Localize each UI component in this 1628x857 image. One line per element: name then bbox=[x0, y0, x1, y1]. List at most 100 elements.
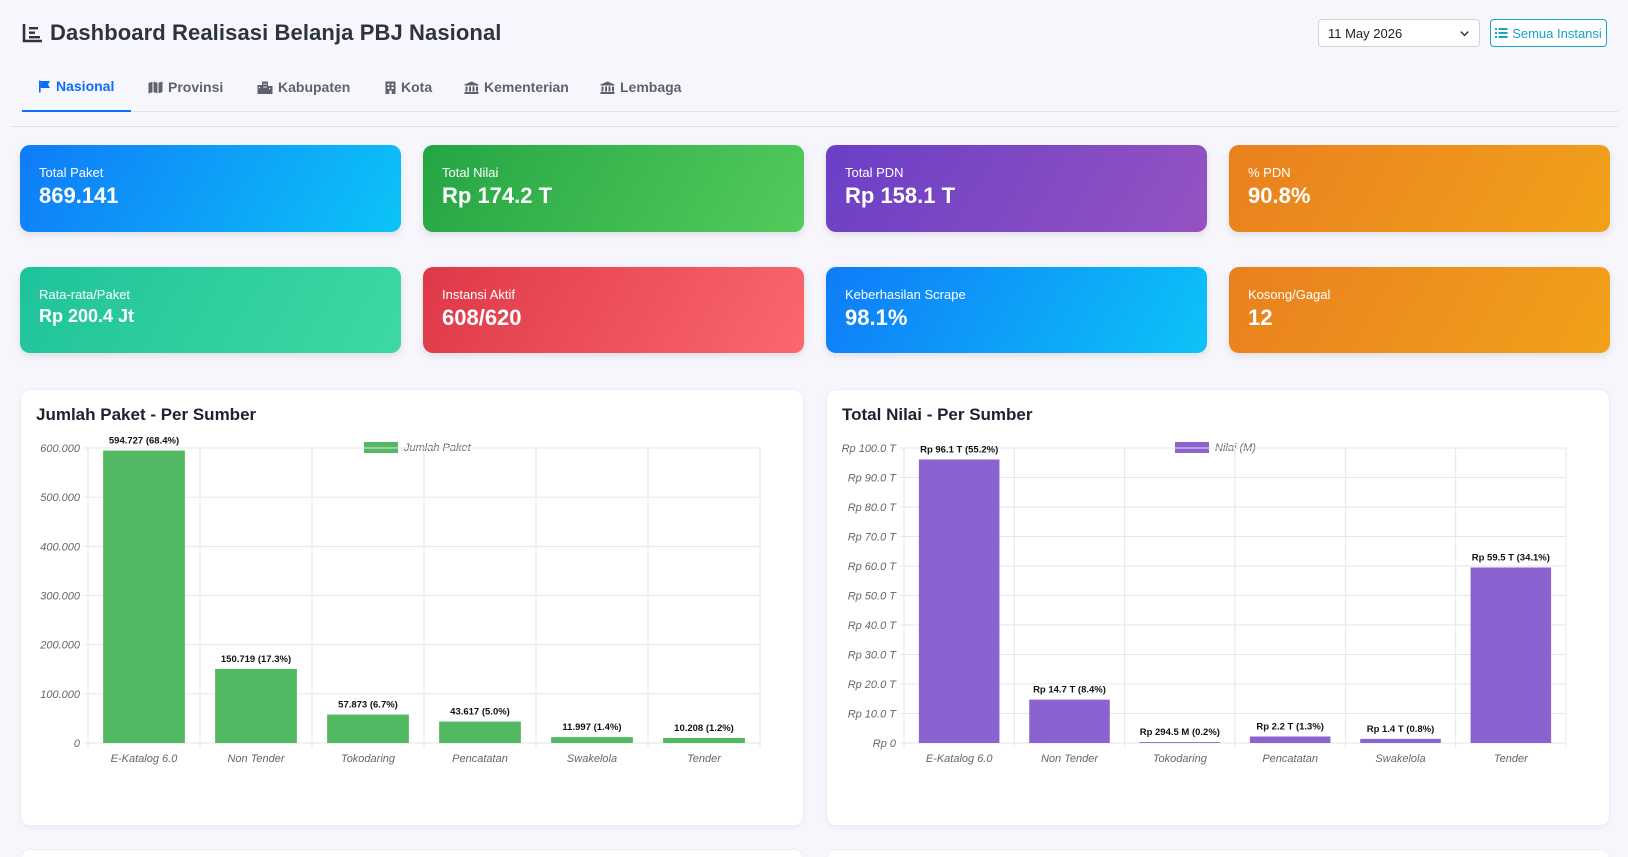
bar[interactable] bbox=[918, 459, 1000, 743]
stat-value: 12 bbox=[1248, 305, 1273, 330]
landmark-icon bbox=[600, 81, 615, 94]
stat-card-rata-rata-paket: Rata-rata/Paket Rp 200.4 Jt bbox=[20, 267, 401, 353]
y-tick-label: Rp 20.0 T bbox=[848, 679, 898, 691]
bar[interactable] bbox=[1470, 567, 1552, 743]
tab-label: Kota bbox=[401, 79, 433, 95]
tab-kota[interactable]: Kota bbox=[385, 62, 432, 112]
bar[interactable] bbox=[1249, 736, 1331, 743]
stat-value: Rp 200.4 Jt bbox=[39, 306, 135, 326]
tab-lembaga[interactable]: Lembaga bbox=[600, 62, 681, 112]
semua-instansi-button[interactable]: Semua Instansi bbox=[1490, 19, 1607, 47]
data-label: Rp 59.5 T (34.1%) bbox=[1472, 552, 1550, 563]
y-tick-label: 100.000 bbox=[40, 689, 81, 701]
data-label: Rp 1.4 T (0.8%) bbox=[1367, 724, 1435, 735]
landmark-icon bbox=[464, 81, 479, 94]
bar[interactable] bbox=[1139, 742, 1221, 743]
stat-label: Total Paket bbox=[39, 165, 104, 180]
y-tick-label: 300.000 bbox=[40, 591, 81, 603]
stat-label: % PDN bbox=[1248, 165, 1291, 180]
bar-chart-jumlah-paket: Jumlah Paket0100.000200.000300.000400.00… bbox=[39, 436, 761, 765]
y-tick-label: 600.000 bbox=[40, 443, 81, 455]
y-tick-label: Rp 40.0 T bbox=[848, 620, 898, 632]
bar[interactable] bbox=[215, 668, 297, 743]
x-tick-label: Pencatatan bbox=[452, 753, 508, 765]
semua-instansi-label: Semua Instansi bbox=[1512, 25, 1602, 41]
bar[interactable] bbox=[439, 721, 521, 743]
stat-card-persen-pdn: % PDN 90.8% bbox=[1229, 145, 1610, 232]
data-label: 594.727 (68.4%) bbox=[109, 436, 179, 447]
bar[interactable] bbox=[1360, 738, 1441, 743]
tab-provinsi[interactable]: Provinsi bbox=[148, 62, 223, 112]
tab-label: Provinsi bbox=[168, 79, 224, 95]
data-label: Rp 14.7 T (8.4%) bbox=[1033, 685, 1106, 696]
y-tick-label: 200.000 bbox=[39, 640, 81, 652]
x-tick-label: Pencatatan bbox=[1262, 753, 1318, 765]
tab-label: Nasional bbox=[56, 78, 115, 94]
chart-panel-next bbox=[20, 849, 804, 857]
tab-label: Kabupaten bbox=[278, 79, 351, 95]
bar[interactable] bbox=[1029, 699, 1110, 743]
data-label: Rp 294.5 M (0.2%) bbox=[1140, 727, 1220, 738]
list-icon bbox=[1495, 28, 1508, 38]
data-label: 43.617 (5.0%) bbox=[450, 707, 510, 718]
x-tick-label: Swakelola bbox=[1375, 753, 1425, 765]
y-tick-label: Rp 30.0 T bbox=[848, 650, 898, 662]
stat-label: Total Nilai bbox=[442, 165, 499, 180]
bar[interactable] bbox=[327, 714, 409, 743]
y-tick-label: Rp 90.0 T bbox=[848, 473, 898, 485]
data-label: 57.873 (6.7%) bbox=[338, 700, 398, 711]
x-tick-label: Non Tender bbox=[227, 753, 285, 765]
y-tick-label: Rp 0 bbox=[873, 738, 897, 750]
bar[interactable] bbox=[103, 450, 185, 743]
stat-card-total-paket: Total Paket 869.141 bbox=[20, 145, 401, 232]
stat-value: 608/620 bbox=[442, 305, 522, 330]
y-tick-label: 400.000 bbox=[40, 541, 81, 553]
y-tick-label: Rp 100.0 T bbox=[842, 443, 898, 455]
stat-label: Total PDN bbox=[845, 165, 904, 180]
stat-card-keberhasilan-scrape: Keberhasilan Scrape 98.1% bbox=[826, 267, 1207, 353]
map-icon bbox=[148, 81, 163, 93]
chevron-down-icon bbox=[1460, 31, 1469, 37]
chart-line-icon bbox=[22, 24, 42, 43]
data-label: Rp 2.2 T (1.3%) bbox=[1256, 722, 1324, 733]
stat-value: Rp 174.2 T bbox=[442, 183, 553, 208]
x-tick-label: Tokodaring bbox=[341, 753, 396, 765]
chart-panel-total-nilai: Total Nilai - Per Sumber Nilai (M) Rp 0 Rp… bbox=[826, 389, 1610, 826]
date-select-value: 11 May 2026 bbox=[1328, 25, 1403, 41]
stat-label: Kosong/Gagal bbox=[1248, 287, 1331, 302]
bar-chart-total-nilai: Nilai (M)Rp 0Rp 10.0 TRp 20.0 TRp 30.0 T… bbox=[842, 442, 1567, 765]
x-tick-label: E-Katalog 6.0 bbox=[926, 753, 994, 765]
y-tick-label: Rp 10.0 T bbox=[848, 709, 898, 721]
stat-value: Rp 158.1 T bbox=[845, 183, 956, 208]
stat-value: 90.8% bbox=[1248, 183, 1311, 208]
data-label: 10.208 (1.2%) bbox=[674, 723, 734, 734]
stat-value: 869.141 bbox=[39, 183, 119, 208]
data-label: 150.719 (17.3%) bbox=[221, 654, 291, 665]
bar[interactable] bbox=[551, 737, 633, 743]
x-tick-label: Tender bbox=[1494, 753, 1529, 765]
y-tick-label: Rp 80.0 T bbox=[848, 502, 898, 514]
city-icon bbox=[257, 81, 273, 94]
chart-title: Total Nilai - Per Sumber bbox=[842, 405, 1033, 424]
date-select[interactable]: 11 May 2026 bbox=[1318, 19, 1480, 47]
top-bar: Dashboard Realisasi Belanja PBJ Nasional… bbox=[10, 0, 1618, 127]
chart-panel-next bbox=[826, 849, 1610, 857]
tab-kabupaten[interactable]: Kabupaten bbox=[257, 62, 350, 112]
stat-label: Instansi Aktif bbox=[442, 287, 515, 302]
stat-card-instansi-aktif: Instansi Aktif 608/620 bbox=[423, 267, 804, 353]
x-tick-label: E-Katalog 6.0 bbox=[111, 753, 179, 765]
stat-card-total-pdn: Total PDN Rp 158.1 T bbox=[826, 145, 1207, 232]
bar[interactable] bbox=[663, 737, 745, 743]
flag-icon bbox=[39, 80, 50, 92]
page-header: Dashboard Realisasi Belanja PBJ Nasional bbox=[22, 20, 502, 46]
chart-title: Jumlah Paket - Per Sumber bbox=[36, 405, 257, 424]
page-title: Dashboard Realisasi Belanja PBJ Nasional bbox=[50, 20, 502, 45]
stat-label: Keberhasilan Scrape bbox=[845, 287, 966, 302]
stat-value: 98.1% bbox=[845, 305, 908, 330]
x-tick-label: Tender bbox=[687, 753, 722, 765]
y-tick-label: Rp 50.0 T bbox=[848, 591, 898, 603]
tab-kementerian[interactable]: Kementerian bbox=[464, 62, 569, 112]
tab-bar: Nasional Provinsi Kabupaten bbox=[22, 62, 1618, 112]
tab-nasional[interactable]: Nasional bbox=[22, 62, 131, 112]
stat-label: Rata-rata/Paket bbox=[39, 287, 131, 302]
